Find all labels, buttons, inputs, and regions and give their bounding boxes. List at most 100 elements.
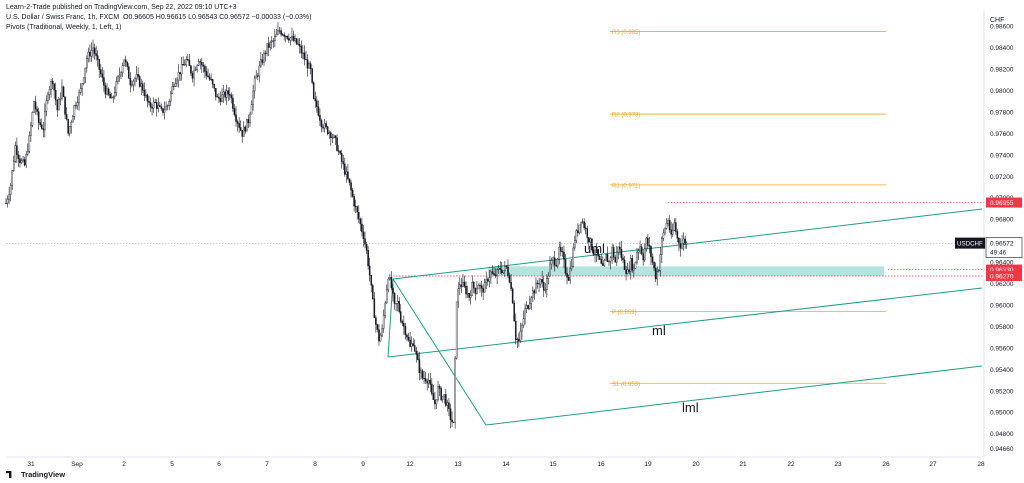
candle-body	[30, 125, 32, 136]
candle-body	[169, 92, 172, 102]
candle-body	[569, 268, 571, 281]
candle-body	[155, 102, 158, 109]
candle-body	[107, 88, 110, 95]
candle-body	[73, 105, 76, 117]
candle-body	[261, 59, 264, 63]
countdown-value: 49:46	[990, 250, 1007, 257]
candle-body	[185, 59, 188, 65]
candle-body	[76, 102, 79, 107]
price-tick-label: 0.96200	[990, 281, 1014, 288]
candle-body	[459, 284, 461, 289]
price-marker-label: 0.96330	[990, 267, 1014, 274]
candle-body	[384, 302, 386, 316]
candle-body	[93, 47, 96, 54]
candle-body	[536, 282, 539, 284]
candle-body	[406, 334, 408, 338]
candle-body	[361, 223, 363, 232]
price-axis: 0.94660 0.94800 0.95000 0.95200 0.95400 0.956…	[6, 10, 1023, 457]
candle-body	[340, 153, 343, 162]
candle-body	[530, 297, 533, 304]
candle-body	[376, 324, 379, 330]
candle-body	[289, 37, 292, 41]
candle-body	[48, 89, 51, 95]
candle-body	[602, 263, 604, 266]
candle-body	[678, 238, 680, 244]
price-tick-label: 0.97600	[990, 131, 1014, 138]
candle-body	[563, 251, 565, 260]
candle-body	[148, 101, 150, 103]
candle-body	[11, 170, 13, 186]
candle-body	[631, 258, 634, 271]
candle-body	[278, 30, 281, 32]
candle-body	[306, 59, 309, 69]
candle-body	[561, 251, 564, 253]
candle-body	[670, 229, 672, 235]
price-marker-label: 0.96955	[990, 200, 1014, 207]
candle-body	[87, 51, 90, 59]
candle-body	[556, 258, 559, 267]
candle-body	[597, 249, 599, 257]
price-tick-label: 0.98600	[990, 24, 1014, 31]
candle-body	[44, 111, 46, 131]
candle-body	[34, 101, 37, 110]
candle-body	[202, 64, 205, 67]
candle-body	[241, 130, 244, 137]
candle-body	[519, 330, 522, 341]
candle-body	[390, 277, 393, 289]
candle-body	[468, 293, 470, 298]
candle-body	[247, 119, 250, 124]
pivot-label: P (0.959)	[612, 310, 637, 316]
candle-body	[219, 98, 222, 102]
candle-body	[12, 161, 15, 171]
candle-body	[550, 260, 553, 265]
current-price-value: 0.96572	[990, 241, 1014, 248]
candle-body	[661, 237, 663, 255]
candle-body	[546, 278, 548, 291]
candle-body	[656, 271, 658, 280]
pitchfork-label: uml	[584, 241, 605, 256]
candle-body	[120, 72, 122, 76]
time-tick-label: 2	[122, 461, 126, 468]
candle-body	[249, 113, 251, 124]
candle-body	[201, 62, 203, 66]
candle-body	[465, 286, 467, 295]
candle-body	[510, 282, 512, 289]
candle-body	[292, 35, 295, 41]
candle-body	[577, 230, 579, 234]
candle-body	[188, 59, 191, 67]
candle-body	[244, 126, 247, 132]
candle-body	[275, 33, 278, 37]
time-tick-label: 7	[265, 461, 269, 468]
candle-body	[412, 343, 414, 346]
candle-body	[487, 279, 489, 282]
candle-body	[298, 44, 301, 47]
candle-body	[17, 154, 20, 159]
symbol-ohlc-line: U.S. Dollar / Swiss Franc, 1h, FXCM O0.9…	[6, 14, 311, 21]
candle-body	[466, 293, 469, 295]
candle-body	[255, 75, 257, 79]
candle-body	[86, 58, 88, 69]
candle-body	[566, 273, 568, 278]
candle-body	[404, 326, 407, 336]
currency-label: CHF	[990, 17, 1004, 24]
candle-body	[256, 75, 259, 77]
candle-body	[196, 65, 198, 71]
pitchfork	[387, 208, 983, 426]
candle-body	[611, 247, 613, 258]
time-tick-label: 14	[502, 461, 510, 468]
price-tick-label: 0.95600	[990, 345, 1014, 352]
candle-body	[375, 317, 377, 325]
candle-body	[379, 334, 382, 342]
candle-body	[532, 290, 534, 298]
candle-body	[605, 254, 607, 261]
candle-body	[227, 90, 230, 95]
candle-body	[173, 85, 175, 87]
time-tick-label: 12	[406, 461, 414, 468]
candle-body	[140, 83, 142, 87]
candle-body	[95, 53, 97, 57]
candle-body	[560, 246, 562, 252]
price-marker	[986, 197, 1022, 208]
candle-body	[462, 281, 464, 287]
candle-body	[45, 100, 48, 112]
